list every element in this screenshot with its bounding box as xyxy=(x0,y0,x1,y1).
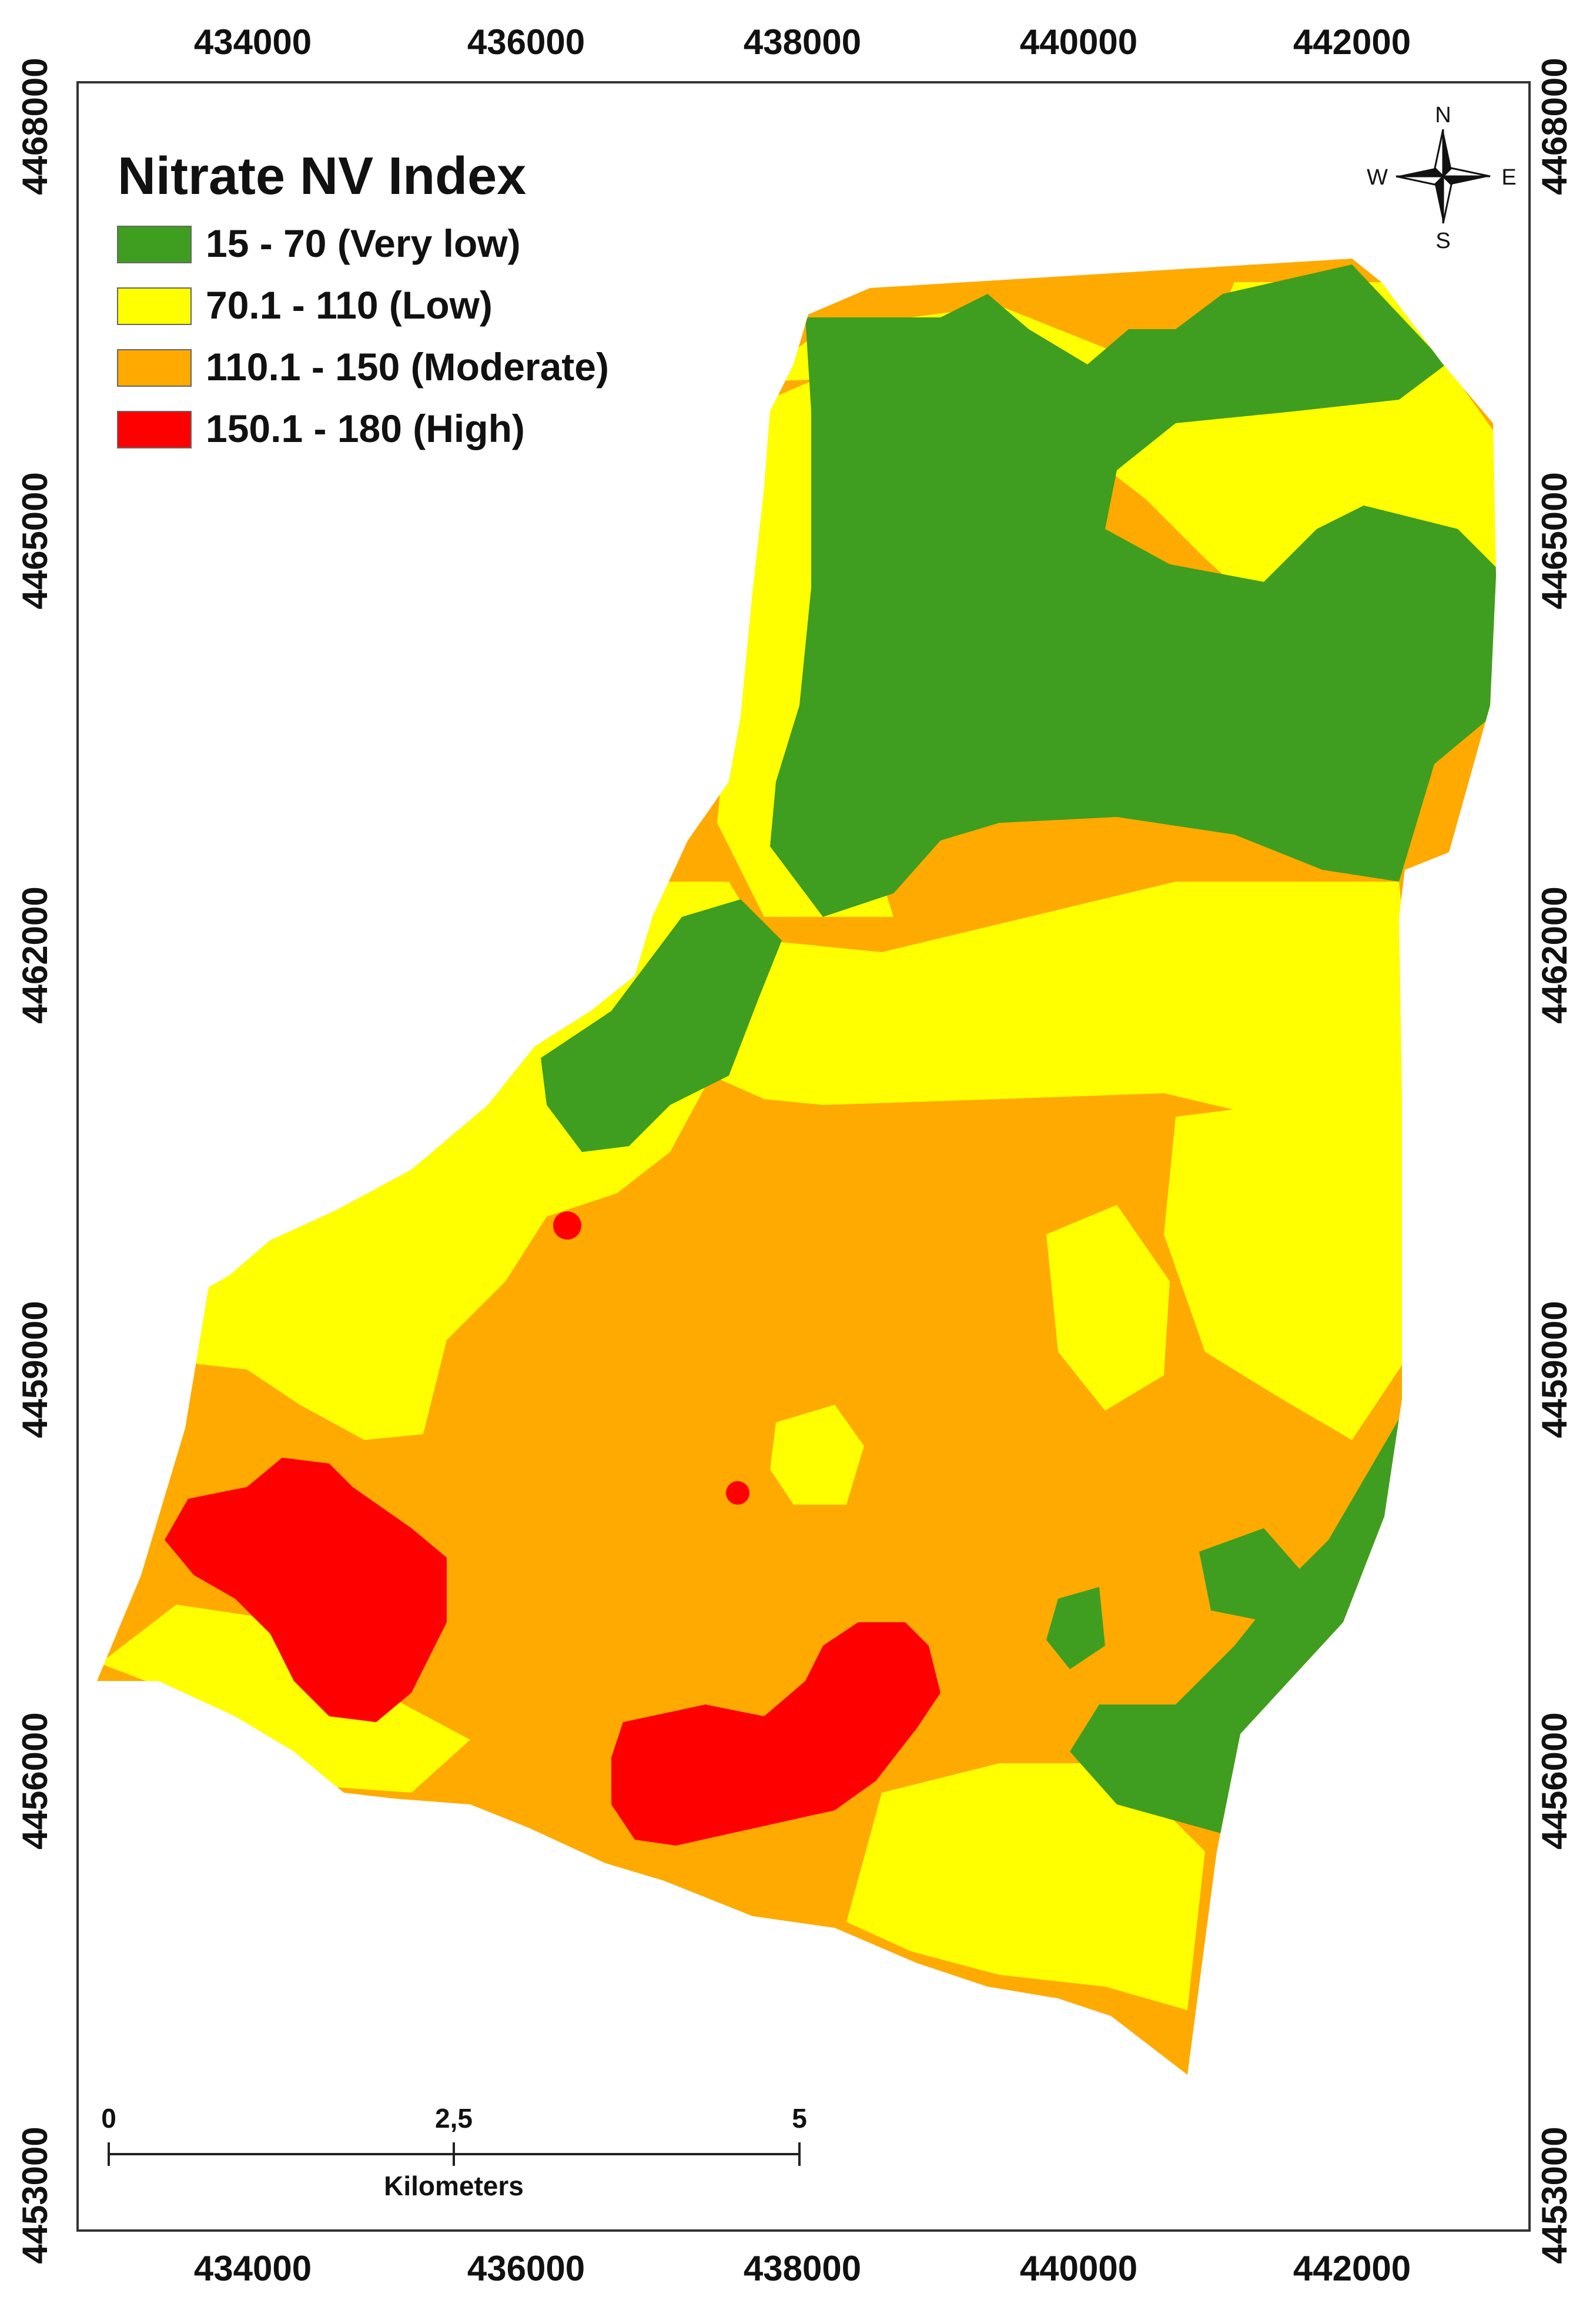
zone-very-low xyxy=(541,899,782,1152)
scale-label-mid: 2,5 xyxy=(435,2103,473,2134)
y-axis-right: 4468000 4465000 4462000 4459000 4456000 44530… xyxy=(1535,58,1574,2264)
y-tick-label: 4465000 xyxy=(1535,472,1574,610)
north-arrow-icon: N S E W xyxy=(1367,103,1517,253)
zone-very-low xyxy=(770,264,1496,917)
compass-s: S xyxy=(1435,229,1450,253)
x-tick-label: 436000 xyxy=(467,2249,585,2288)
y-tick-label: 4462000 xyxy=(1535,886,1574,1024)
y-tick-label: 4459000 xyxy=(1535,1301,1574,1438)
y-tick-label: 4456000 xyxy=(15,1712,55,1850)
zone-high xyxy=(165,1458,447,1722)
legend-label: 70.1 - 110 (Low) xyxy=(206,283,493,327)
legend-title: Nitrate NV Index xyxy=(118,147,526,206)
y-axis-left: 4468000 4465000 4462000 4459000 4456000 44530… xyxy=(15,58,55,2264)
legend: Nitrate NV Index 15 - 70 (Very low) 70.1 … xyxy=(117,147,609,450)
scale-label-0: 0 xyxy=(101,2103,116,2134)
zone-high xyxy=(906,1676,928,1697)
y-tick-label: 4459000 xyxy=(15,1301,55,1438)
x-tick-label: 440000 xyxy=(1020,2249,1137,2288)
y-tick-label: 4465000 xyxy=(15,472,55,610)
scale-unit: Kilometers xyxy=(384,2171,524,2201)
x-tick-label: 436000 xyxy=(467,22,585,62)
zone-low xyxy=(770,1405,864,1505)
legend-swatch xyxy=(117,349,192,387)
y-tick-label: 4462000 xyxy=(15,886,55,1024)
scale-label-max: 5 xyxy=(792,2103,807,2134)
zone-high xyxy=(611,1622,941,1846)
compass-e: E xyxy=(1501,165,1516,190)
x-tick-label: 434000 xyxy=(194,2249,312,2288)
x-axis-top: 434000 436000 438000 440000 442000 xyxy=(194,22,1411,62)
legend-swatch xyxy=(117,287,192,325)
x-tick-label: 438000 xyxy=(744,22,861,62)
legend-label: 15 - 70 (Very low) xyxy=(206,222,521,265)
legend-swatch xyxy=(117,411,192,448)
compass-n: N xyxy=(1435,103,1451,128)
scale-bar: 0 2,5 5 Kilometers xyxy=(101,2103,807,2201)
zone-high xyxy=(726,1481,749,1505)
y-tick-label: 4468000 xyxy=(1535,58,1574,195)
zone-very-low xyxy=(1046,1587,1105,1669)
legend-label: 150.1 - 180 (High) xyxy=(206,407,525,450)
x-tick-label: 434000 xyxy=(194,22,312,62)
x-tick-label: 440000 xyxy=(1020,22,1137,62)
zone-very-low xyxy=(1199,1528,1305,1622)
x-tick-label: 442000 xyxy=(1293,22,1411,62)
zone-high xyxy=(553,1211,581,1240)
legend-swatch xyxy=(117,226,192,263)
zone-low xyxy=(1164,1087,1411,1440)
zone-low xyxy=(100,1605,470,1793)
x-tick-label: 442000 xyxy=(1293,2249,1411,2288)
compass-w: W xyxy=(1367,165,1388,190)
zone-low xyxy=(846,1763,1205,2010)
x-axis-bottom: 434000 436000 438000 440000 442000 xyxy=(194,2249,1411,2288)
y-tick-label: 4468000 xyxy=(15,58,55,195)
y-tick-label: 4453000 xyxy=(1535,2127,1574,2264)
x-tick-label: 438000 xyxy=(744,2249,861,2288)
legend-label: 110.1 - 150 (Moderate) xyxy=(206,345,609,389)
y-tick-label: 4453000 xyxy=(15,2127,55,2264)
y-tick-label: 4456000 xyxy=(1535,1712,1574,1850)
zone-low xyxy=(1046,1205,1170,1411)
